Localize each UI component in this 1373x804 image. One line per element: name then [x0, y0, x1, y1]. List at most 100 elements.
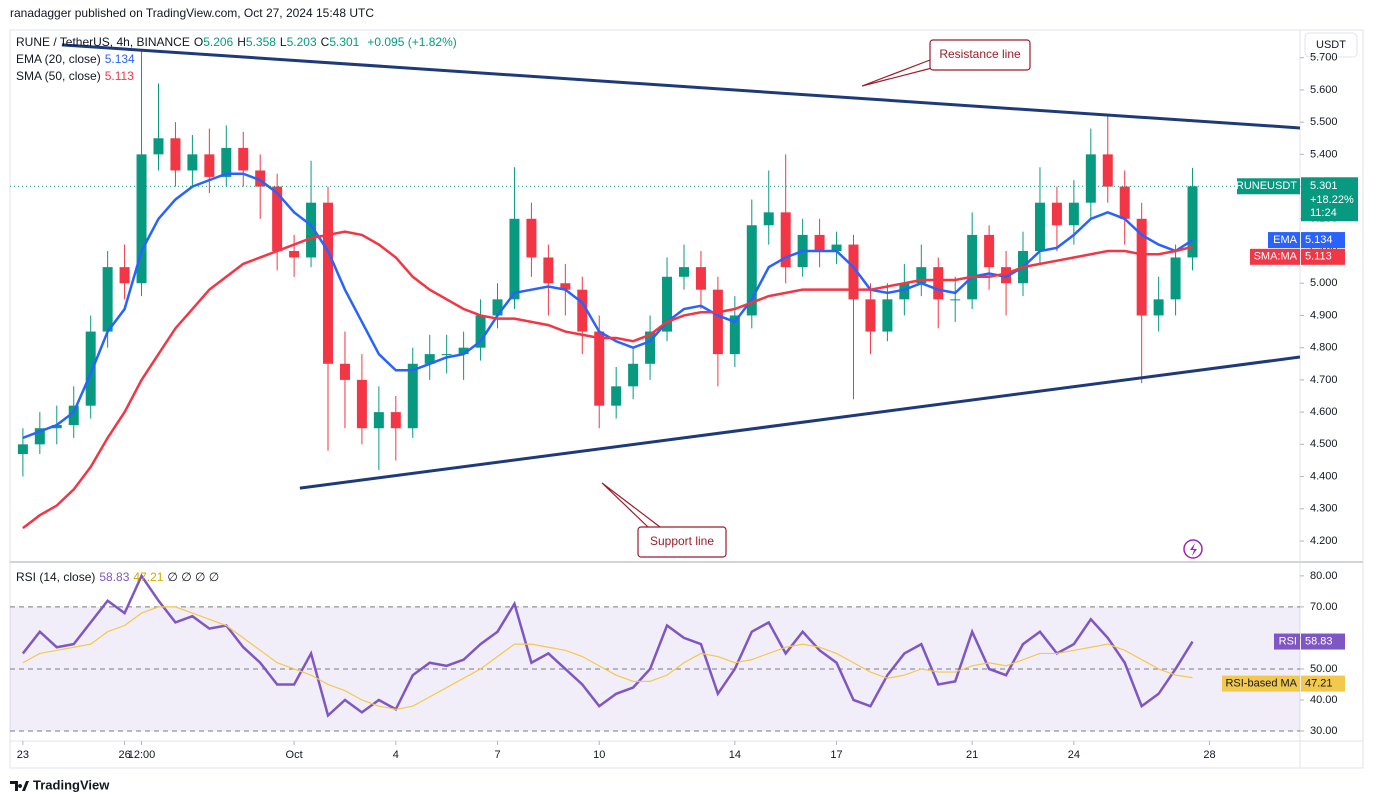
candle-body [1170, 257, 1181, 300]
candle-body [1102, 154, 1113, 187]
legend-value: 47.21 [133, 570, 164, 584]
y-tick-label: 4.600 [1310, 406, 1338, 418]
y-tick-label: 5.700 [1310, 52, 1338, 64]
candle-body [136, 154, 147, 284]
x-tick-label: 12:00 [128, 749, 156, 761]
candle-body [780, 212, 791, 268]
candle-body [1068, 202, 1079, 226]
candle-body [153, 138, 164, 155]
candle-body [678, 267, 689, 277]
price-box [1301, 177, 1358, 222]
candle-body [628, 363, 639, 387]
callout-pointer [861, 59, 933, 87]
candle-body [645, 331, 656, 364]
badge-value: 58.83 [1305, 635, 1333, 647]
candle-body [984, 234, 995, 268]
footer-logo [10, 781, 29, 791]
callout-pointer [601, 482, 661, 528]
candle-body [204, 154, 215, 177]
badge-value-bg [1301, 675, 1345, 692]
candle-body [1034, 202, 1045, 252]
x-tick-label: 28 [1203, 749, 1215, 761]
x-tick-label: 23 [17, 749, 29, 761]
candle-body [763, 212, 774, 226]
callout-box [929, 39, 1031, 71]
badge-value-bg [1301, 633, 1345, 650]
series-line [21, 573, 1194, 718]
badge-name: RSI [1279, 635, 1297, 647]
candle-body [306, 202, 317, 258]
candle-body [831, 244, 842, 252]
candle-body [289, 251, 300, 258]
candle-body [1085, 154, 1096, 203]
candle-body [356, 379, 367, 429]
alert-icon[interactable] [1183, 539, 1203, 559]
candle-body [407, 363, 418, 429]
candle-body [746, 225, 757, 316]
symbol-title: RUNE / TetherUS, 4h, BINANCE [16, 35, 190, 49]
x-tick-label: 14 [729, 749, 741, 761]
badge-value: 5.113 [1305, 251, 1332, 263]
series-line [22, 230, 1193, 530]
y-tick-label: 4.900 [1310, 309, 1338, 321]
price-change: +18.22% [1310, 194, 1354, 206]
y-tick-label: 4.800 [1310, 342, 1338, 354]
candle-body [543, 257, 554, 284]
footer-brand: TradingView [33, 777, 110, 792]
candle-body [848, 244, 859, 300]
ohlc-label: L [279, 35, 287, 49]
x-tick-label: 7 [494, 749, 500, 761]
y-tick-label: 5.500 [1310, 116, 1338, 128]
y-tick-label: 5.600 [1310, 84, 1338, 96]
candle-body [662, 276, 673, 332]
currency[interactable]: USDT [1316, 39, 1346, 51]
candle-body [1051, 202, 1062, 226]
candle-body [170, 138, 181, 171]
rsi-legend: RSI (14, close) 58.83 47.21 ∅ ∅ ∅ ∅ [16, 570, 223, 584]
series-line [22, 172, 1194, 440]
price-pane [17, 43, 1300, 530]
trendline [299, 355, 1300, 490]
y-tick-label: 30.00 [1310, 725, 1338, 737]
candle-body [51, 425, 62, 429]
candle-body [1136, 218, 1147, 316]
y-tick-label: 4.300 [1310, 503, 1338, 515]
candle-body [187, 154, 198, 171]
y-tick-label: 80.00 [1310, 570, 1338, 582]
legend-value: 5.134 [104, 52, 135, 66]
candle-body [560, 283, 571, 290]
candle-body [119, 267, 130, 284]
x-tick-label: 10 [593, 749, 605, 761]
currency-button[interactable] [1304, 32, 1358, 58]
y-tick-label: 4.700 [1310, 374, 1338, 386]
candle-body [1153, 299, 1164, 316]
candle-body [916, 267, 927, 284]
candle-body [594, 331, 605, 406]
y-tick-label: 5.400 [1310, 148, 1338, 160]
badge-name: SMA:MA [1254, 251, 1298, 263]
y-tick-label: 50.00 [1310, 663, 1338, 675]
candle-body [967, 234, 978, 300]
legend-value: 58.83 [99, 570, 130, 584]
y-tick-label: 4.200 [1310, 535, 1338, 547]
candle-body [255, 170, 266, 187]
candle-body [882, 299, 893, 332]
price-value: 5.301 [1310, 180, 1338, 192]
series-line [22, 606, 1193, 710]
candle-body [221, 147, 232, 177]
x-tick-label: 17 [830, 749, 842, 761]
badge-value: 5.134 [1305, 234, 1333, 246]
y-tick-label: 5.000 [1310, 277, 1338, 289]
ohlc-value: 5.358 [245, 35, 276, 49]
x-tick-label: 21 [966, 749, 978, 761]
candle-body [339, 363, 350, 380]
candle-body [102, 267, 113, 332]
candle-body [424, 354, 435, 364]
candle-body [373, 412, 384, 429]
candle-body [577, 289, 588, 332]
rsi-pane [10, 573, 1300, 732]
badge-value-bg [1301, 248, 1345, 265]
candle-body [475, 315, 486, 348]
